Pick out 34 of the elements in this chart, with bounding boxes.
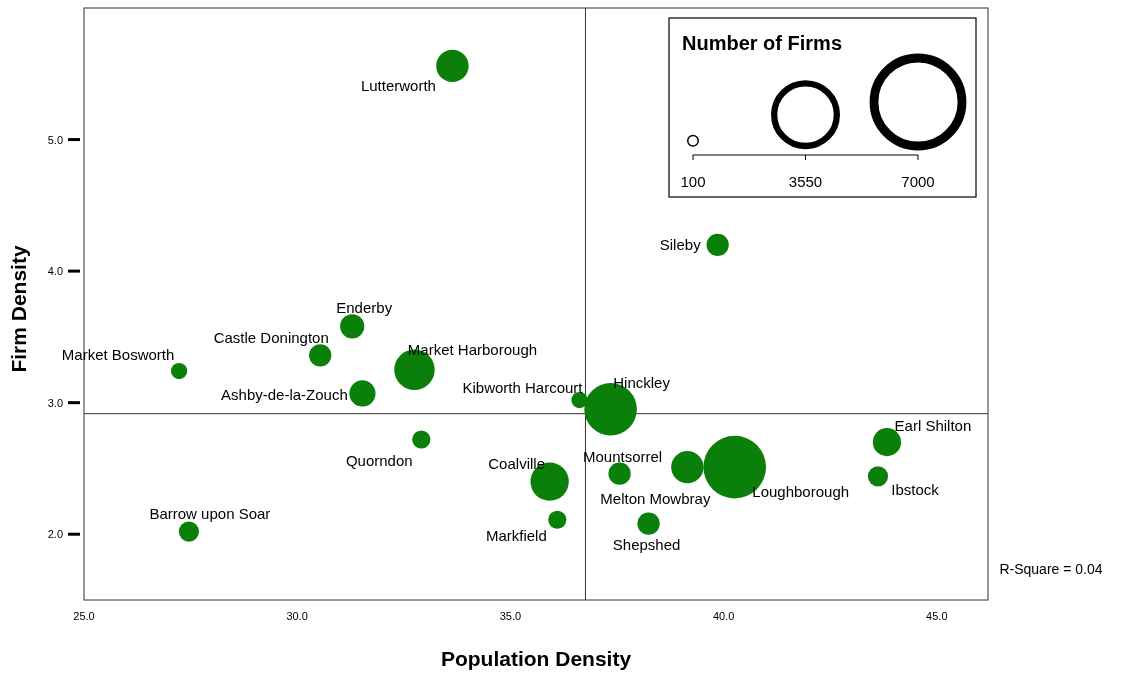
legend-label: 7000 [901,173,935,190]
x-tick-label: 25.0 [73,610,95,622]
annotation: Hinckley [613,374,671,392]
annotation: Quorndon [345,451,413,469]
y-axis-title: Firm Density [7,245,30,373]
x-tick-label: 40.0 [712,610,735,622]
annotation: Shepshed [612,535,681,553]
x-tick-label: 45.0 [926,610,948,622]
x-tick-label: 30.0 [286,610,308,622]
x-axis-title: Population Density [440,647,632,670]
annotation: Market Bosworth [61,346,175,364]
annotation: Kibworth Harcourt [462,379,584,397]
annotation: Enderby [336,299,393,317]
annotation: Markfield [485,526,547,544]
legend-title: Number of Firms [682,32,843,54]
legend-label: 100 [680,173,706,190]
y-tick-label: 2.0 [47,528,63,541]
y-tick-label: 3.0 [47,396,63,409]
annotation: Market Harborough [407,340,538,358]
annotation: Castle Donington [213,329,329,347]
y-tick-label: 5.0 [47,133,63,146]
annotation: Barrow upon Soar [149,504,271,522]
annotation: Coalville [488,454,545,472]
annotation: Ibstock [891,481,940,499]
annotation: Sileby [659,235,702,253]
annotation: Loughborough [752,483,850,501]
text: R-Square = 0.04 [999,561,1103,577]
annotation: Lutterworth [360,76,436,94]
annotation: Melton Mowbray [600,490,711,508]
annotation: Ashby-de-la-Zouch [221,386,348,404]
y-tick-label: 4.0 [47,265,63,278]
annotation: Earl Shilton [894,417,972,435]
x-tick-label: 35.0 [499,610,522,622]
legend-label: 3550 [788,173,823,190]
